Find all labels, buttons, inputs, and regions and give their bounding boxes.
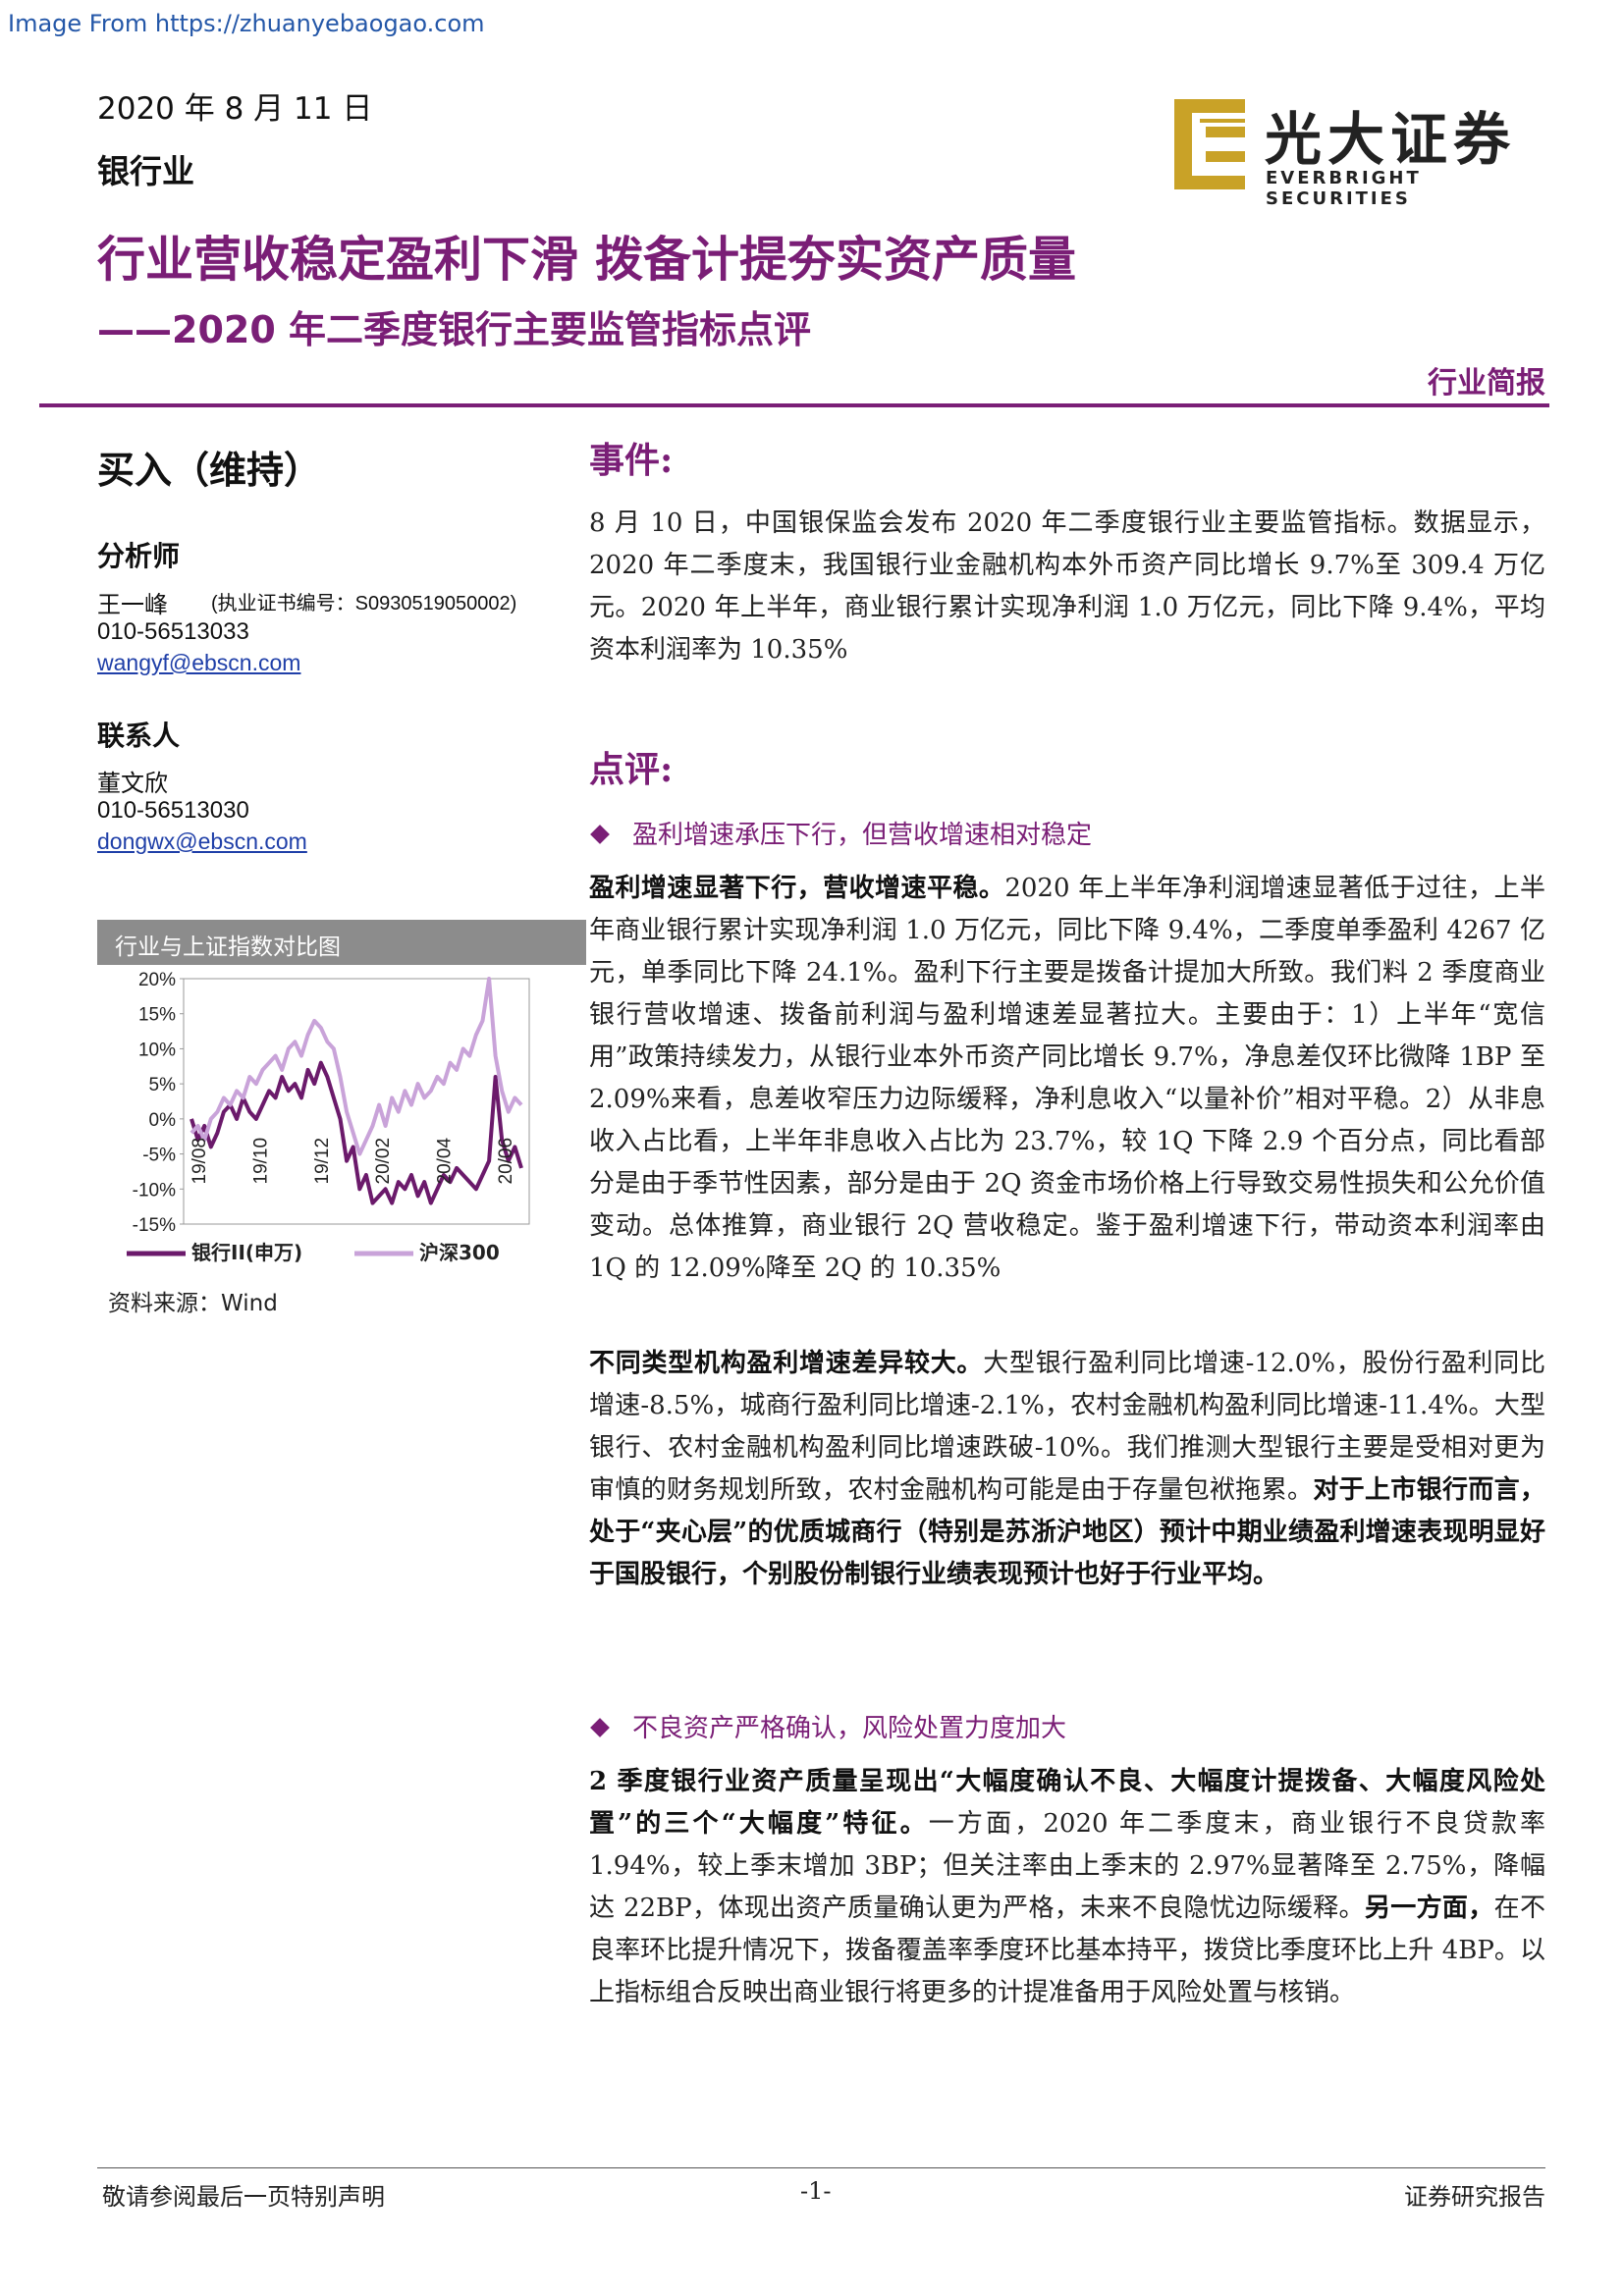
contact-email-link[interactable]: dongwx@ebscn.com	[97, 828, 307, 855]
analyst-label: 分析师	[97, 535, 180, 574]
x-tick-label: 19/08	[189, 1138, 210, 1185]
everbright-logo-icon	[1174, 99, 1245, 189]
event-paragraph: 8 月 10 日，中国银保监会发布 2020 年二季度银行业主要监管指标。数据显…	[589, 503, 1545, 671]
x-tick-label: 20/06	[496, 1138, 516, 1185]
paragraph-asset-quality: 2 季度银行业资产质量呈现出“大幅度确认不良、大幅度计提拨备、大幅度风险处置”的…	[589, 1761, 1545, 2014]
x-tick-label: 20/02	[373, 1138, 394, 1185]
chart-header: 行业与上证指数对比图	[97, 920, 586, 965]
review-heading: 点评:	[589, 741, 673, 792]
y-tick-label: -15%	[133, 1215, 176, 1236]
y-tick-label: 20%	[138, 970, 176, 990]
series-line-bank	[191, 1063, 521, 1203]
industry-label: 银行业	[97, 145, 194, 192]
bullet-profit-growth: 盈利增速承压下行，但营收增速相对稳定	[589, 815, 1092, 851]
paragraph-institution-diff-lead: 不同类型机构盈利增速差异较大。	[589, 1349, 983, 1378]
bullet-profit-growth-text: 盈利增速承压下行，但营收增速相对稳定	[632, 821, 1092, 850]
bullet-npl: 不良资产严格确认，风险处置力度加大	[589, 1708, 1066, 1744]
analyst-phone: 010-56513033	[97, 618, 249, 646]
contact-phone: 010-56513030	[97, 797, 249, 825]
contact-label: 联系人	[97, 715, 180, 754]
diamond-bullet-icon	[590, 1718, 610, 1737]
paragraph-institution-diff: 不同类型机构盈利增速差异较大。大型银行盈利同比增速-12.0%，股份行盈利同比增…	[589, 1343, 1545, 1596]
series-line-csi300	[191, 979, 521, 1154]
page-number: -1-	[800, 2177, 832, 2205]
event-heading: 事件:	[589, 432, 673, 483]
diamond-bullet-icon	[590, 825, 610, 844]
industry-vs-index-chart: 20% 15% 10% 5% 0% -5% -10% -15% 19/08 19/10 19/12 2…	[97, 967, 586, 1276]
footer-disclaimer: 敬请参阅最后一页特别声明	[102, 2177, 385, 2212]
y-tick-label: -10%	[133, 1180, 176, 1201]
y-tick-label: 5%	[149, 1075, 177, 1095]
paragraph-profit-decline-body: 2020 年上半年净利润增速显著低于过往，上半年商业银行累计实现净利润 1.0 …	[589, 874, 1545, 1283]
everbright-logo: 光大证券 EVERBRIGHT SECURITIES	[1174, 93, 1538, 191]
paragraph-profit-decline: 盈利增速显著下行，营收增速平稳。2020 年上半年净利润增速显著低于过往，上半年…	[589, 868, 1545, 1290]
logo-chinese-name: 光大证券	[1265, 93, 1516, 176]
footer-report-type: 证券研究报告	[1404, 2177, 1545, 2212]
y-tick-label: -5%	[142, 1146, 176, 1166]
chart-title: 行业与上证指数对比图	[115, 928, 341, 961]
investment-rating: 买入（维持）	[97, 440, 321, 494]
bullet-npl-text: 不良资产严格确认，风险处置力度加大	[632, 1714, 1066, 1743]
x-tick-label: 19/10	[250, 1138, 271, 1185]
y-tick-label: 15%	[138, 1005, 176, 1026]
report-subtitle: ——2020 年二季度银行主要监管指标点评	[97, 299, 811, 353]
header-divider	[39, 403, 1549, 407]
footer-divider	[97, 2167, 1545, 2168]
source-watermark: Image From https://zhuanyebaogao.com	[8, 10, 485, 37]
paragraph-profit-decline-lead: 盈利增速显著下行，营收增速平稳。	[589, 874, 1004, 903]
report-title: 行业营收稳定盈利下滑 拨备计提夯实资产质量	[97, 221, 1076, 291]
y-tick-label: 0%	[149, 1110, 177, 1131]
analyst-email-link[interactable]: wangyf@ebscn.com	[97, 650, 300, 676]
paragraph-asset-quality-lead2: 另一方面，	[1365, 1894, 1494, 1923]
x-tick-label: 20/04	[435, 1138, 456, 1185]
analyst-certificate: (执业证书编号：S0930519050002)	[211, 587, 516, 615]
legend-label-bank: 银行II(申万)	[191, 1241, 302, 1264]
report-date: 2020 年 8 月 11 日	[97, 83, 372, 128]
x-tick-label: 19/12	[312, 1138, 333, 1185]
analyst-name: 王一峰	[97, 585, 168, 619]
legend-label-csi300: 沪深300	[419, 1241, 500, 1264]
report-type: 行业简报	[1428, 358, 1545, 401]
contact-name: 董文欣	[97, 764, 168, 798]
logo-english-name: EVERBRIGHT SECURITIES	[1266, 168, 1538, 209]
chart-source: 资料来源：Wind	[108, 1284, 278, 1317]
y-tick-label: 10%	[138, 1040, 176, 1060]
